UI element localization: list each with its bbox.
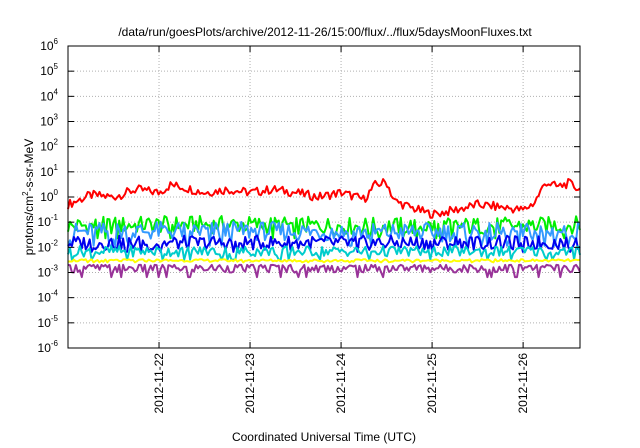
- y-tick-base: 10: [40, 190, 54, 204]
- y-tick-exp: -5: [51, 314, 59, 323]
- y-tick-exp: 0: [54, 188, 59, 197]
- series-layer: [67, 178, 581, 279]
- y-tick-base: 10: [38, 215, 52, 229]
- y-tick-exp: 1: [54, 163, 59, 172]
- y-axis-label-sup: 2: [21, 191, 30, 196]
- x-tick-label: 2012-11-22: [152, 353, 166, 414]
- y-tick-label: 10-5: [38, 314, 59, 330]
- y-axis-label-pre: protons/cm: [22, 196, 36, 255]
- x-tick-label: 2012-11-24: [334, 353, 348, 414]
- y-tick-label: 10-3: [38, 264, 59, 280]
- series-line: [67, 220, 581, 247]
- y-tick-exp: -6: [51, 339, 59, 348]
- y-tick-label: 10-2: [38, 238, 59, 254]
- y-tick-base: 10: [38, 266, 52, 280]
- y-tick-exp: 4: [54, 87, 59, 96]
- y-tick-label: 103: [40, 113, 58, 129]
- chart-title: /data/run/goesPlots/archive/2012-11-26/1…: [118, 25, 532, 39]
- y-tick-exp: 5: [54, 62, 59, 71]
- y-tick-exp: -2: [51, 238, 59, 247]
- y-tick-label: 10-1: [38, 213, 59, 229]
- x-tick-label: 2012-11-26: [516, 353, 530, 414]
- y-tick-exp: 2: [54, 138, 59, 147]
- y-tick-exp: 3: [54, 113, 59, 122]
- y-tick-base: 10: [38, 291, 52, 305]
- y-tick-base: 10: [40, 39, 54, 53]
- series-line: [67, 245, 581, 261]
- y-axis: 10-610-510-410-310-210-11001011021031041…: [38, 37, 580, 355]
- y-tick-label: 102: [40, 138, 58, 154]
- y-tick-label: 100: [40, 188, 58, 204]
- y-tick-base: 10: [40, 89, 54, 103]
- y-tick-base: 10: [40, 165, 54, 179]
- y-tick-base: 10: [38, 341, 52, 355]
- series-line: [67, 234, 581, 253]
- series-line: [67, 263, 581, 279]
- x-tick-label: 2012-11-25: [425, 353, 439, 414]
- y-axis-label: protons/cm2-s-sr-MeV: [21, 139, 36, 255]
- y-tick-base: 10: [38, 240, 52, 254]
- series-line: [67, 178, 581, 219]
- y-tick-label: 10-6: [38, 339, 59, 355]
- y-tick-base: 10: [38, 316, 52, 330]
- y-axis-label-post: -s-sr-MeV: [22, 139, 36, 192]
- y-tick-exp: -4: [51, 289, 59, 298]
- grid: [68, 46, 580, 348]
- y-tick-label: 10-4: [38, 289, 59, 305]
- y-tick-exp: -1: [51, 213, 59, 222]
- y-tick-label: 106: [40, 37, 58, 53]
- y-tick-exp: 6: [54, 37, 59, 46]
- x-axis: 2012-11-22 2012-11-23 2012-11-24 2012-11-25…: [152, 46, 530, 414]
- y-tick-base: 10: [40, 140, 54, 154]
- y-tick-label: 104: [40, 87, 58, 103]
- y-tick-base: 10: [40, 64, 54, 78]
- y-tick-label: 105: [40, 62, 58, 78]
- y-tick-exp: -3: [51, 264, 59, 273]
- y-tick-base: 10: [40, 115, 54, 129]
- y-tick-label: 101: [40, 163, 58, 179]
- series-line: [67, 258, 581, 264]
- x-tick-label: 2012-11-23: [243, 353, 257, 414]
- x-axis-label: Coordinated Universal Time (UTC): [232, 430, 416, 444]
